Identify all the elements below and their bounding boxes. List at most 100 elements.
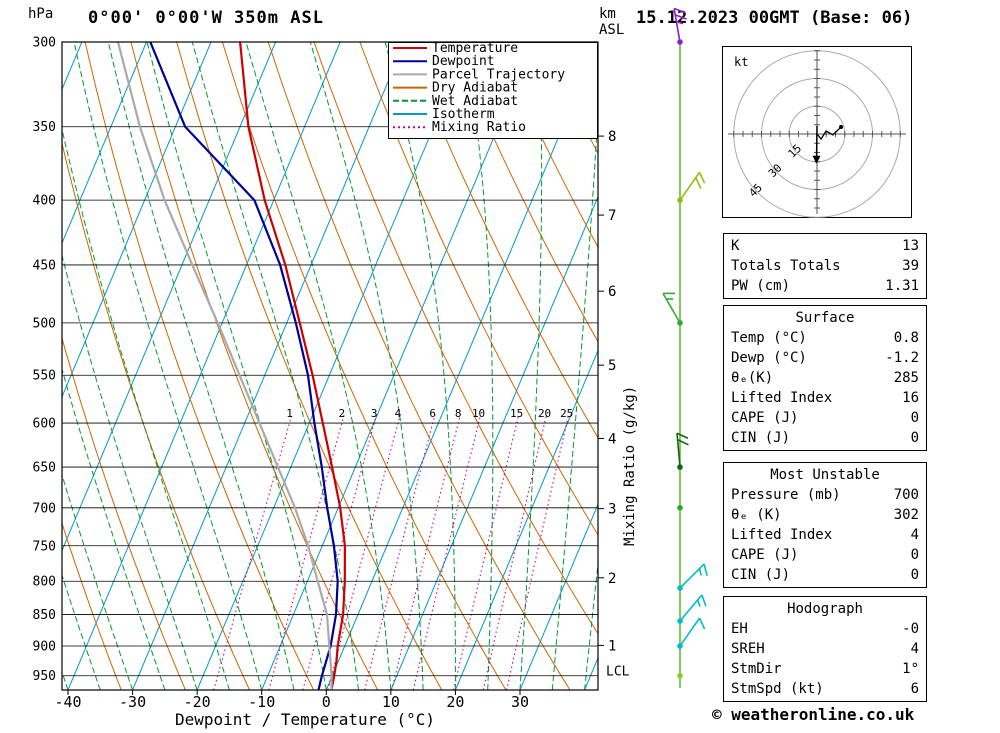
km-tick-label: 6: [608, 284, 616, 300]
row-value: -0: [902, 621, 919, 637]
table-row: PW (cm) 1.31: [731, 276, 919, 296]
row-label: SREH: [731, 641, 765, 657]
table-row: K 13: [731, 236, 919, 256]
parcel-trajectory-curve: [116, 42, 333, 690]
row-value: 4: [910, 527, 919, 543]
pressure-tick-label: 300: [33, 36, 56, 51]
wind-level-dot: [677, 672, 683, 679]
temp-tick-label: 30: [511, 693, 529, 711]
table-surface: Surface Temp (°C) 0.8 Dewp (°C) -1.2 θₑ(K) 285…: [723, 305, 927, 451]
table-title: Most Unstable: [770, 467, 880, 483]
mixing-ratio-value-label: 10: [472, 407, 485, 420]
row-value: 6: [910, 681, 919, 697]
row-label: θₑ(K): [731, 370, 774, 386]
row-value: 1°: [902, 661, 919, 677]
row-label: CAPE (J): [731, 410, 799, 426]
wind-barb: [677, 505, 683, 511]
plot-border: [61, 41, 599, 691]
mixing-ratio-value-label: 1: [286, 407, 293, 420]
isotherm-lines: [62, 42, 598, 690]
wind-barb: [677, 594, 707, 624]
row-value: 13: [902, 238, 919, 254]
dewpoint-curve: [149, 42, 339, 690]
km-tick-label: 7: [608, 208, 616, 224]
legend-label: Dewpoint: [432, 54, 495, 69]
km-tick-label: 3: [608, 502, 616, 518]
asl-unit-label: ASL: [599, 22, 625, 38]
pressure-unit-label: hPa: [28, 6, 54, 22]
table-row: θₑ(K) 285: [731, 368, 919, 388]
pressure-tick-label: 750: [33, 539, 56, 554]
wind-barb: [677, 563, 708, 591]
table-row: Pressure (mb) 700: [731, 485, 919, 505]
legend-label: Wet Adiabat: [432, 94, 518, 109]
temp-tick-label: 20: [446, 693, 464, 711]
pressure-tick-label: 800: [33, 575, 56, 590]
storm-motion-arrow: [812, 125, 821, 164]
pressure-tick-label: 700: [33, 501, 56, 516]
pressure-tick-label: 850: [33, 608, 56, 623]
dry-adiabat-lines: [62, 42, 598, 690]
table-row: Lifted Index 4: [731, 525, 919, 545]
temp-tick-label: -40: [54, 693, 81, 711]
legend-label: Dry Adiabat: [432, 81, 518, 96]
mixing-ratio-value-label: 25: [560, 407, 573, 420]
temp-tick-label: 0: [322, 693, 331, 711]
legend-label: Isotherm: [432, 107, 495, 122]
table-row: Totals Totals 39: [731, 256, 919, 276]
axis-labels: 3003504004505005506006507007508008509009…: [33, 36, 638, 712]
table-hodograph: Hodograph EH -0 SREH 4 StmDir 1° StmSpd (kt) 6: [723, 596, 927, 702]
mixing-ratio-value-label: 3: [371, 407, 378, 420]
temp-tick-label: 10: [382, 693, 400, 711]
x-axis-title: Dewpoint / Temperature (°C): [174, 710, 436, 729]
mixing-ratio-value-label: 20: [538, 407, 551, 420]
table-most-unstable: Most Unstable Pressure (mb) 700 θₑ (K) 302 Li…: [723, 462, 927, 588]
hodograph-unit-label: kt: [734, 55, 748, 69]
km-tick-label: 8: [608, 129, 616, 145]
table-row: Dewp (°C) -1.2: [731, 348, 919, 368]
km-tick-label: 2: [608, 571, 616, 587]
row-label: Pressure (mb): [731, 487, 841, 503]
temp-tick-label: -30: [119, 693, 146, 711]
table-row: StmDir 1°: [731, 659, 919, 679]
row-value: 285: [893, 370, 919, 386]
row-label: CIN (J): [731, 430, 791, 446]
hodograph-trace: [816, 126, 842, 141]
row-label: StmDir: [731, 661, 782, 677]
pressure-tick-label: 550: [33, 369, 56, 384]
row-value: 1.31: [885, 278, 919, 294]
lcl-label: LCL: [606, 665, 630, 680]
row-label: CAPE (J): [731, 547, 799, 563]
table-row: θₑ (K) 302: [731, 505, 919, 525]
row-label: Lifted Index: [731, 390, 833, 406]
table-title: Hodograph: [787, 601, 863, 617]
mixing-ratio-value-label: 15: [510, 407, 523, 420]
pressure-tick-label: 500: [33, 316, 56, 331]
wind-barb: [676, 432, 689, 470]
km-tick-label: 1: [608, 638, 616, 654]
row-value: 16: [902, 390, 919, 406]
wet-adiabat-lines: [62, 42, 598, 690]
km-tick-label: 5: [608, 358, 616, 374]
row-label: Totals Totals: [731, 258, 841, 274]
isobar-gridlines: [62, 42, 598, 677]
table-row: SREH 4: [731, 639, 919, 659]
pressure-tick-label: 600: [33, 417, 56, 432]
table-row: Temp (°C) 0.8: [731, 328, 919, 348]
row-value: 39: [902, 258, 919, 274]
row-label: Temp (°C): [731, 330, 807, 346]
legend-label: Mixing Ratio: [432, 120, 526, 135]
wind-barb: [673, 7, 687, 45]
temp-tick-label: -10: [248, 693, 275, 711]
row-value: 0.8: [893, 330, 919, 346]
mixing-ratio-lines: [213, 414, 570, 690]
wind-level-dot: [677, 464, 683, 470]
table-row: CAPE (J) 0: [731, 408, 919, 428]
background-grid: [62, 42, 598, 690]
wind-barb: [662, 292, 683, 326]
row-value: 0: [910, 567, 919, 583]
